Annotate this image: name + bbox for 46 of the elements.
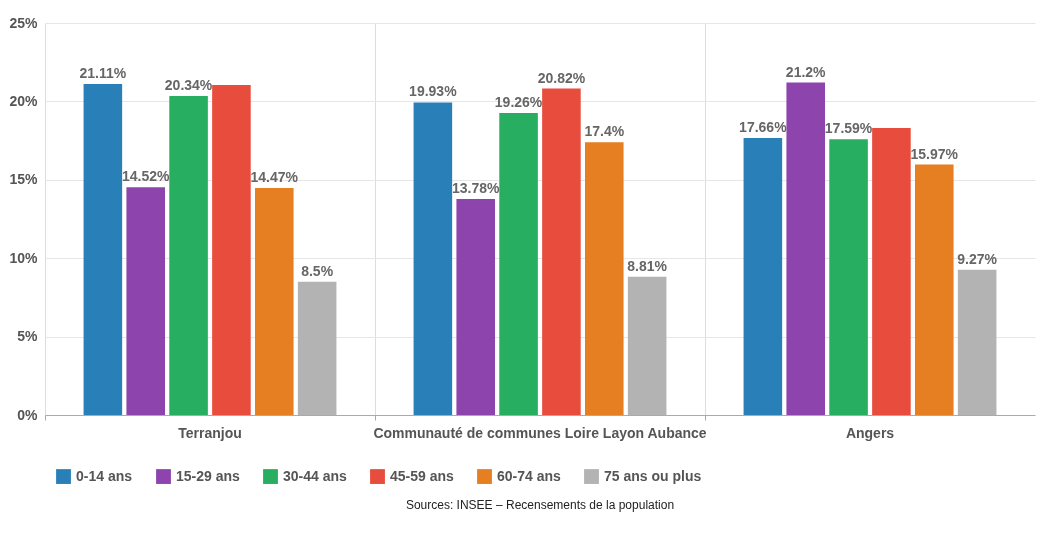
bar — [786, 82, 825, 415]
bar — [456, 198, 495, 415]
y-tick-label: 10% — [9, 249, 39, 266]
data-label: 17.59% — [824, 120, 873, 137]
legend-label: 75 ans ou plus — [604, 467, 702, 484]
data-label: 21.2% — [785, 63, 827, 80]
y-tick-label: 5% — [17, 328, 39, 345]
y-tick-label: 25% — [9, 14, 39, 31]
bar — [915, 164, 954, 415]
data-label: 21.11% — [79, 65, 127, 81]
bar — [169, 96, 208, 415]
bar — [83, 84, 123, 415]
bar — [743, 138, 783, 415]
x-tick-label: Terranjou — [178, 424, 242, 441]
data-label: 17.4% — [584, 123, 625, 140]
data-label: 20.82% — [537, 69, 586, 86]
x-tick-label: Communauté de communes Loire Layon Aubance — [373, 424, 707, 441]
bar — [255, 188, 294, 415]
bar — [413, 102, 453, 415]
data-label: 19.26% — [494, 94, 543, 110]
data-label: 20.34% — [164, 77, 213, 94]
data-label: 8.5% — [301, 262, 334, 279]
data-label: 13.78% — [451, 179, 501, 196]
y-tick-label: 20% — [9, 92, 39, 109]
bar — [212, 84, 251, 415]
bar — [872, 128, 911, 415]
bar — [126, 187, 165, 415]
x-tick-label: Angers — [845, 424, 895, 441]
data-label: 14.52% — [121, 168, 171, 185]
bar — [499, 113, 538, 415]
source-note: Sources: INSEE – Recensements de la population — [405, 498, 675, 512]
data-label: 9.27% — [957, 250, 998, 267]
legend-label: 15-29 ans — [176, 467, 241, 484]
bar — [829, 139, 868, 415]
legend-label: 30-44 ans — [283, 467, 348, 484]
bar — [585, 142, 624, 415]
y-tick-label: 15% — [9, 171, 39, 188]
data-label: 15.97% — [910, 145, 959, 162]
bar — [542, 88, 581, 415]
legend-label: 60-74 ans — [497, 467, 562, 484]
y-tick-label: 0% — [17, 406, 39, 423]
data-label: 8.81% — [627, 257, 668, 274]
data-label: 14.47% — [250, 169, 299, 186]
data-label: 19.93% — [409, 83, 458, 100]
legend-label: 45-59 ans — [390, 467, 455, 484]
legend-label: 0-14 ans — [76, 467, 133, 484]
